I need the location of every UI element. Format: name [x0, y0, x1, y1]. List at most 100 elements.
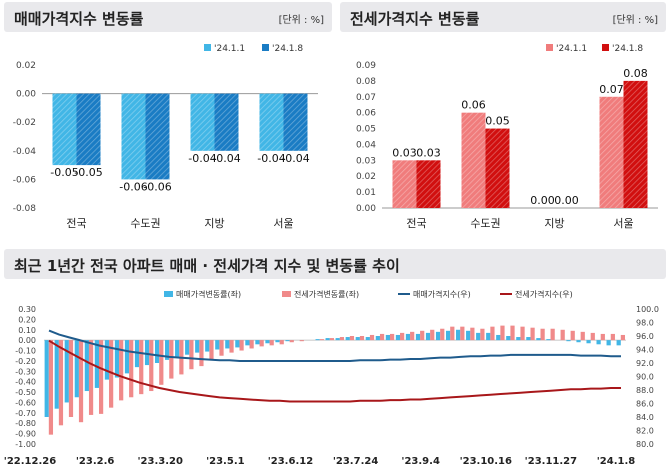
trend-jeonse-bar-10 — [149, 340, 154, 392]
trend-jeonse-bar-41 — [460, 326, 465, 341]
trend-jeonse-bar-45 — [500, 325, 505, 341]
trend-left-tick: 0.20 — [18, 315, 36, 324]
trend-jeonse-bar-6 — [109, 340, 114, 408]
trend-jeonse-bar-21 — [259, 340, 264, 347]
trend-jeonse-bar-24 — [289, 340, 294, 343]
trend-left-tick: -0.10 — [15, 347, 36, 356]
trend-sale-bar-12 — [165, 340, 170, 360]
sale-bar-0-0 — [52, 93, 77, 166]
trend-jeonse-bar-3 — [78, 340, 84, 423]
trend-jeonse-bar-46 — [510, 325, 515, 341]
trend-sale-bar-47 — [516, 337, 521, 341]
trend-jeonse-bar-38 — [430, 329, 435, 341]
trend-left-tick: -0.60 — [15, 398, 36, 407]
jeonse-ytick: 0.09 — [356, 61, 376, 71]
sale-ytick: 0.00 — [16, 90, 36, 100]
trend-sale-bar-3 — [74, 340, 79, 398]
jeonse-category-label: 수도권 — [470, 217, 500, 230]
trend-sale-bar-49 — [536, 338, 541, 341]
trend-sale-bar-21 — [255, 340, 260, 345]
jeonse-bar-1-1 — [485, 128, 510, 208]
sale-bar-2-0 — [190, 93, 215, 151]
trend-sale-bar-40 — [445, 330, 451, 341]
trend-panel-title: 최근 1년간 전국 아파트 매매 · 전세가격 지수 및 변동률 추이 — [14, 257, 400, 275]
trend-sale-bar-6 — [104, 340, 110, 380]
trend-sale-bar-46 — [506, 336, 511, 341]
jeonse-data-label: 0.05 — [485, 115, 510, 128]
trend-jeonse-bar-43 — [480, 328, 485, 341]
trend-left-tick: -0.50 — [15, 388, 36, 397]
trend-sale-bar-24 — [285, 340, 290, 342]
sale-data-label: -0.05 — [74, 166, 102, 179]
trend-right-tick: 86.0 — [636, 400, 654, 409]
sale-data-label: -0.06 — [143, 180, 171, 193]
trend-left-tick: -0.20 — [15, 357, 36, 366]
trend-jeonse-bar-18 — [229, 340, 234, 353]
trend-legend-label-3: 전세가격지수(우) — [515, 289, 573, 299]
trend-sale-bar-20 — [245, 340, 250, 346]
jeonse-data-label: 0.03 — [392, 146, 417, 159]
jeonse-ytick: 0.02 — [356, 172, 376, 182]
trend-sale-bar-10 — [144, 340, 150, 366]
trend-jeonse-bar-16 — [209, 340, 214, 360]
trend-legend-swatch-1 — [282, 291, 291, 297]
trend-legend-label-0: 매매가격변동률(좌) — [176, 289, 241, 299]
sale-data-label: -0.06 — [119, 180, 147, 193]
jeonse-panel-header: 전세가격지수 변동률 [단위 : %] — [340, 2, 666, 32]
sale-panel-unit: [단위 : %] — [278, 15, 324, 26]
trend-sale-bar-17 — [215, 340, 220, 350]
trend-jeonse-bar-33 — [379, 333, 385, 341]
sale-ytick: -0.08 — [13, 204, 37, 214]
trend-sale-bar-23 — [275, 340, 280, 343]
trend-jeonse-bar-2 — [68, 340, 74, 417]
sale-panel-title: 매매가격지수 변동률 — [14, 10, 144, 28]
jeonse-ytick: 0.03 — [356, 156, 376, 166]
trend-jeonse-bar-47 — [520, 326, 525, 341]
trend-sale-bar-41 — [456, 329, 461, 341]
trend-right-tick: 80.0 — [636, 440, 654, 449]
trend-jeonse-bar-40 — [450, 326, 455, 341]
trend-jeonse-bar-23 — [279, 340, 284, 345]
sale-data-label: -0.04 — [281, 152, 309, 165]
trend-right-tick: 88.0 — [636, 386, 654, 395]
sale-category-label: 전국 — [66, 217, 86, 230]
sale-ytick: -0.02 — [13, 118, 36, 128]
jeonse-bar-1-0 — [461, 112, 486, 208]
sale-bar-3-1 — [283, 93, 308, 151]
trend-jeonse-bar-8 — [129, 340, 134, 398]
trend-combo-chart: 매매가격변동률(좌) 전세가격변동률(좌) 매매가격지수(우) 전세가격지수(우) 0.… — [4, 289, 659, 467]
jeonse-panel-title: 전세가격지수 변동률 — [350, 10, 480, 28]
sale-ytick: -0.04 — [13, 147, 37, 157]
trend-right-tick: 82.0 — [636, 427, 654, 436]
trend-left-tick: -0.40 — [15, 378, 36, 387]
jeonse-data-label: 0.07 — [599, 83, 624, 96]
trend-sale-bar-55 — [596, 340, 601, 345]
trend-left-tick: 0.10 — [18, 326, 36, 335]
jeonse-bar-3-0 — [599, 96, 624, 208]
trend-jeonse-bar-37 — [420, 330, 425, 341]
jeonse-bar-3-1 — [623, 80, 648, 208]
trend-sale-bar-14 — [185, 340, 190, 355]
jeonse-bar-0-0 — [392, 160, 417, 208]
trend-left-tick: -0.70 — [15, 409, 36, 418]
trend-legend-label-2: 매매가격지수(우) — [413, 289, 471, 299]
trend-jeonse-bar-7 — [119, 340, 124, 401]
trend-sale-bar-35 — [395, 334, 401, 341]
jeonse-ytick: 0.06 — [356, 109, 376, 119]
sale-legend-label-0: '24.1.1 — [214, 44, 245, 54]
trend-jeonse-bar-1 — [58, 340, 64, 426]
trend-right-tick: 100.0 — [636, 305, 659, 314]
trend-right-tick: 96.0 — [636, 332, 654, 341]
jeonse-legend-swatch-1 — [602, 44, 609, 51]
trend-x-label: '23.11.27 — [525, 456, 577, 467]
trend-jeonse-bar-12 — [169, 340, 174, 379]
trend-x-label: '23.5.1 — [206, 456, 245, 467]
trend-sale-bar-29 — [335, 338, 340, 341]
trend-x-label: '23.10.16 — [460, 456, 512, 467]
trend-jeonse-index-line — [48, 339, 621, 403]
trend-left-tick: -0.30 — [15, 367, 36, 376]
trend-jeonse-bar-49 — [540, 328, 545, 341]
trend-sale-bar-36 — [405, 333, 411, 341]
trend-jeonse-bar-27 — [319, 339, 324, 341]
trend-right-tick: 94.0 — [636, 346, 654, 355]
